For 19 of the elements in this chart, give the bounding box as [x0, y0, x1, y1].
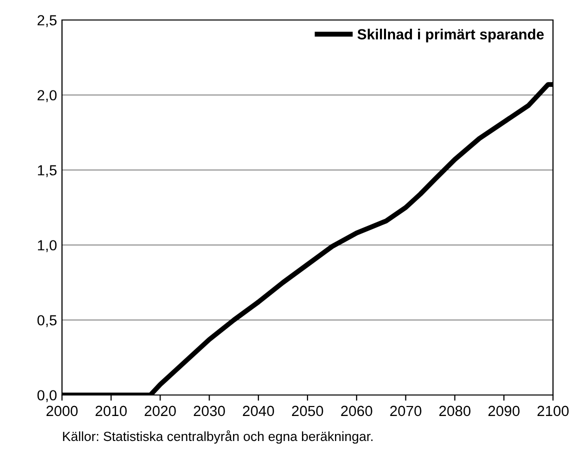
x-tick-label: 2020 — [144, 406, 176, 416]
y-tick-label: 1,0 — [38, 240, 57, 252]
x-tick-label: 2100 — [538, 406, 569, 416]
x-tick-label: 2030 — [194, 406, 225, 416]
y-tick-label: 0,5 — [37, 315, 57, 328]
x-tick-label: 2090 — [488, 406, 520, 416]
x-tick-label: 2070 — [390, 406, 422, 416]
x-tick-label: 2060 — [341, 406, 372, 416]
x-tick-label: 2050 — [292, 406, 324, 416]
y-tick-label: 2,0 — [38, 90, 57, 102]
legend-label: Skillnad i primärt sparande — [357, 28, 544, 42]
text: Källor: Statistiska centralbyrån och egna beräkningar. — [63, 430, 373, 444]
x-tick-label: 2040 — [242, 406, 274, 416]
x-tick-label: 2010 — [96, 406, 127, 416]
y-tick-label: 0,0 — [37, 390, 57, 402]
x-tick-label: 2080 — [439, 406, 470, 416]
x-tick-label: 2000 — [46, 406, 78, 416]
y-tick-label: 2,5 — [38, 15, 57, 28]
y-tick-label: 1,5 — [38, 165, 57, 178]
